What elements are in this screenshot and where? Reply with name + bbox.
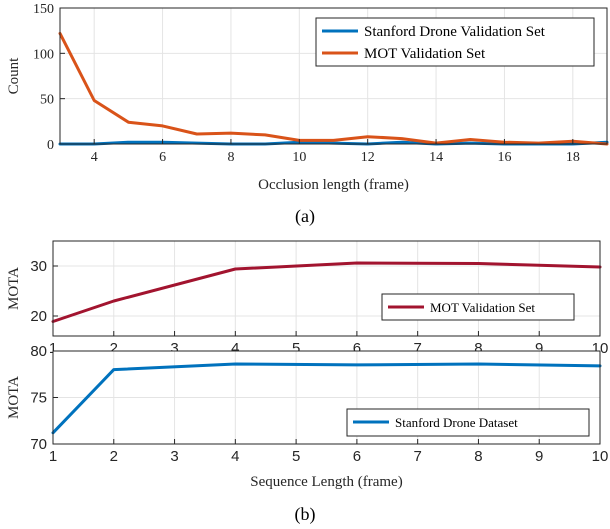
legend-label-1: MOT Validation Set [430, 300, 535, 315]
legend-label-2: MOT Validation Set [364, 46, 486, 62]
series-line-1 [51, 362, 602, 435]
x-tick-label: 1 [49, 340, 57, 357]
x-tick-label: 14 [429, 150, 443, 165]
x-tick-label: 5 [292, 340, 300, 357]
legend-box [315, 17, 595, 67]
legend: Stanford Drone Dataset [346, 408, 590, 437]
x-tick-label: 8 [474, 340, 482, 357]
plot-area [53, 241, 600, 336]
y-tick-label: 30 [30, 258, 47, 275]
x-tick-label: 5 [292, 448, 300, 465]
x-tick-label: 4 [231, 448, 239, 465]
x-tick-label: 4 [91, 150, 98, 165]
x-tick-label: 4 [231, 340, 239, 357]
chart-1: 4 6 8 10 12 14 16 18 0 50 100 150 Occlusion length (… [6, 2, 609, 193]
axes-frame [59, 7, 608, 145]
x-tick-label: 1 [49, 448, 57, 465]
axes-frame [52, 240, 601, 337]
x-tick-label: 3 [170, 448, 178, 465]
x-tick-label: 6 [353, 448, 361, 465]
x-tick-label: 8 [227, 150, 234, 165]
y-tick-label: 0 [47, 138, 54, 153]
x-tick-label: 3 [170, 340, 178, 357]
y-tick-label: 70 [30, 436, 47, 453]
y-tick-label: 150 [33, 2, 54, 17]
x-tick-label: 16 [497, 150, 511, 165]
legend: MOT Validation Set [381, 293, 575, 321]
x-axis-label: Sequence Length (frame) [250, 474, 402, 490]
x-tick-label: 7 [413, 448, 421, 465]
legend-label-1: Stanford Drone Validation Set [364, 24, 546, 40]
y-tick-label: 20 [30, 308, 47, 325]
legend: Stanford Drone Validation Set MOT Validat… [315, 17, 595, 67]
y-tick-label: 50 [40, 93, 54, 108]
x-tick-label: 6 [159, 150, 166, 165]
y-axis-label: MOTA [6, 267, 22, 310]
y-axis-label: MOTA [6, 376, 22, 419]
y-axis-label: Count [6, 57, 22, 95]
series-line-2 [58, 31, 609, 146]
x-tick-label: 18 [566, 150, 580, 165]
x-tick-label: 10 [292, 150, 306, 165]
x-tick-label: 2 [110, 340, 118, 357]
x-tick-label: 2 [110, 448, 118, 465]
x-tick-label: 6 [353, 340, 361, 357]
x-axis-label: Occlusion length (frame) [258, 177, 409, 193]
y-tick-label: 75 [30, 390, 47, 407]
x-tick-label: 8 [474, 448, 482, 465]
x-tick-label: 9 [535, 448, 543, 465]
figure-label-a: (a) [295, 206, 315, 227]
x-tick-label: 12 [361, 150, 375, 165]
x-tick-label: 10 [592, 448, 609, 465]
series-line-1 [51, 261, 602, 323]
legend-label-1: Stanford Drone Dataset [395, 415, 518, 430]
x-tick-label: 7 [413, 340, 421, 357]
figure-label-b: (b) [295, 504, 316, 525]
y-tick-label: 100 [33, 47, 54, 62]
y-tick-label: 80 [30, 343, 47, 360]
x-tick-label: 9 [535, 340, 543, 357]
